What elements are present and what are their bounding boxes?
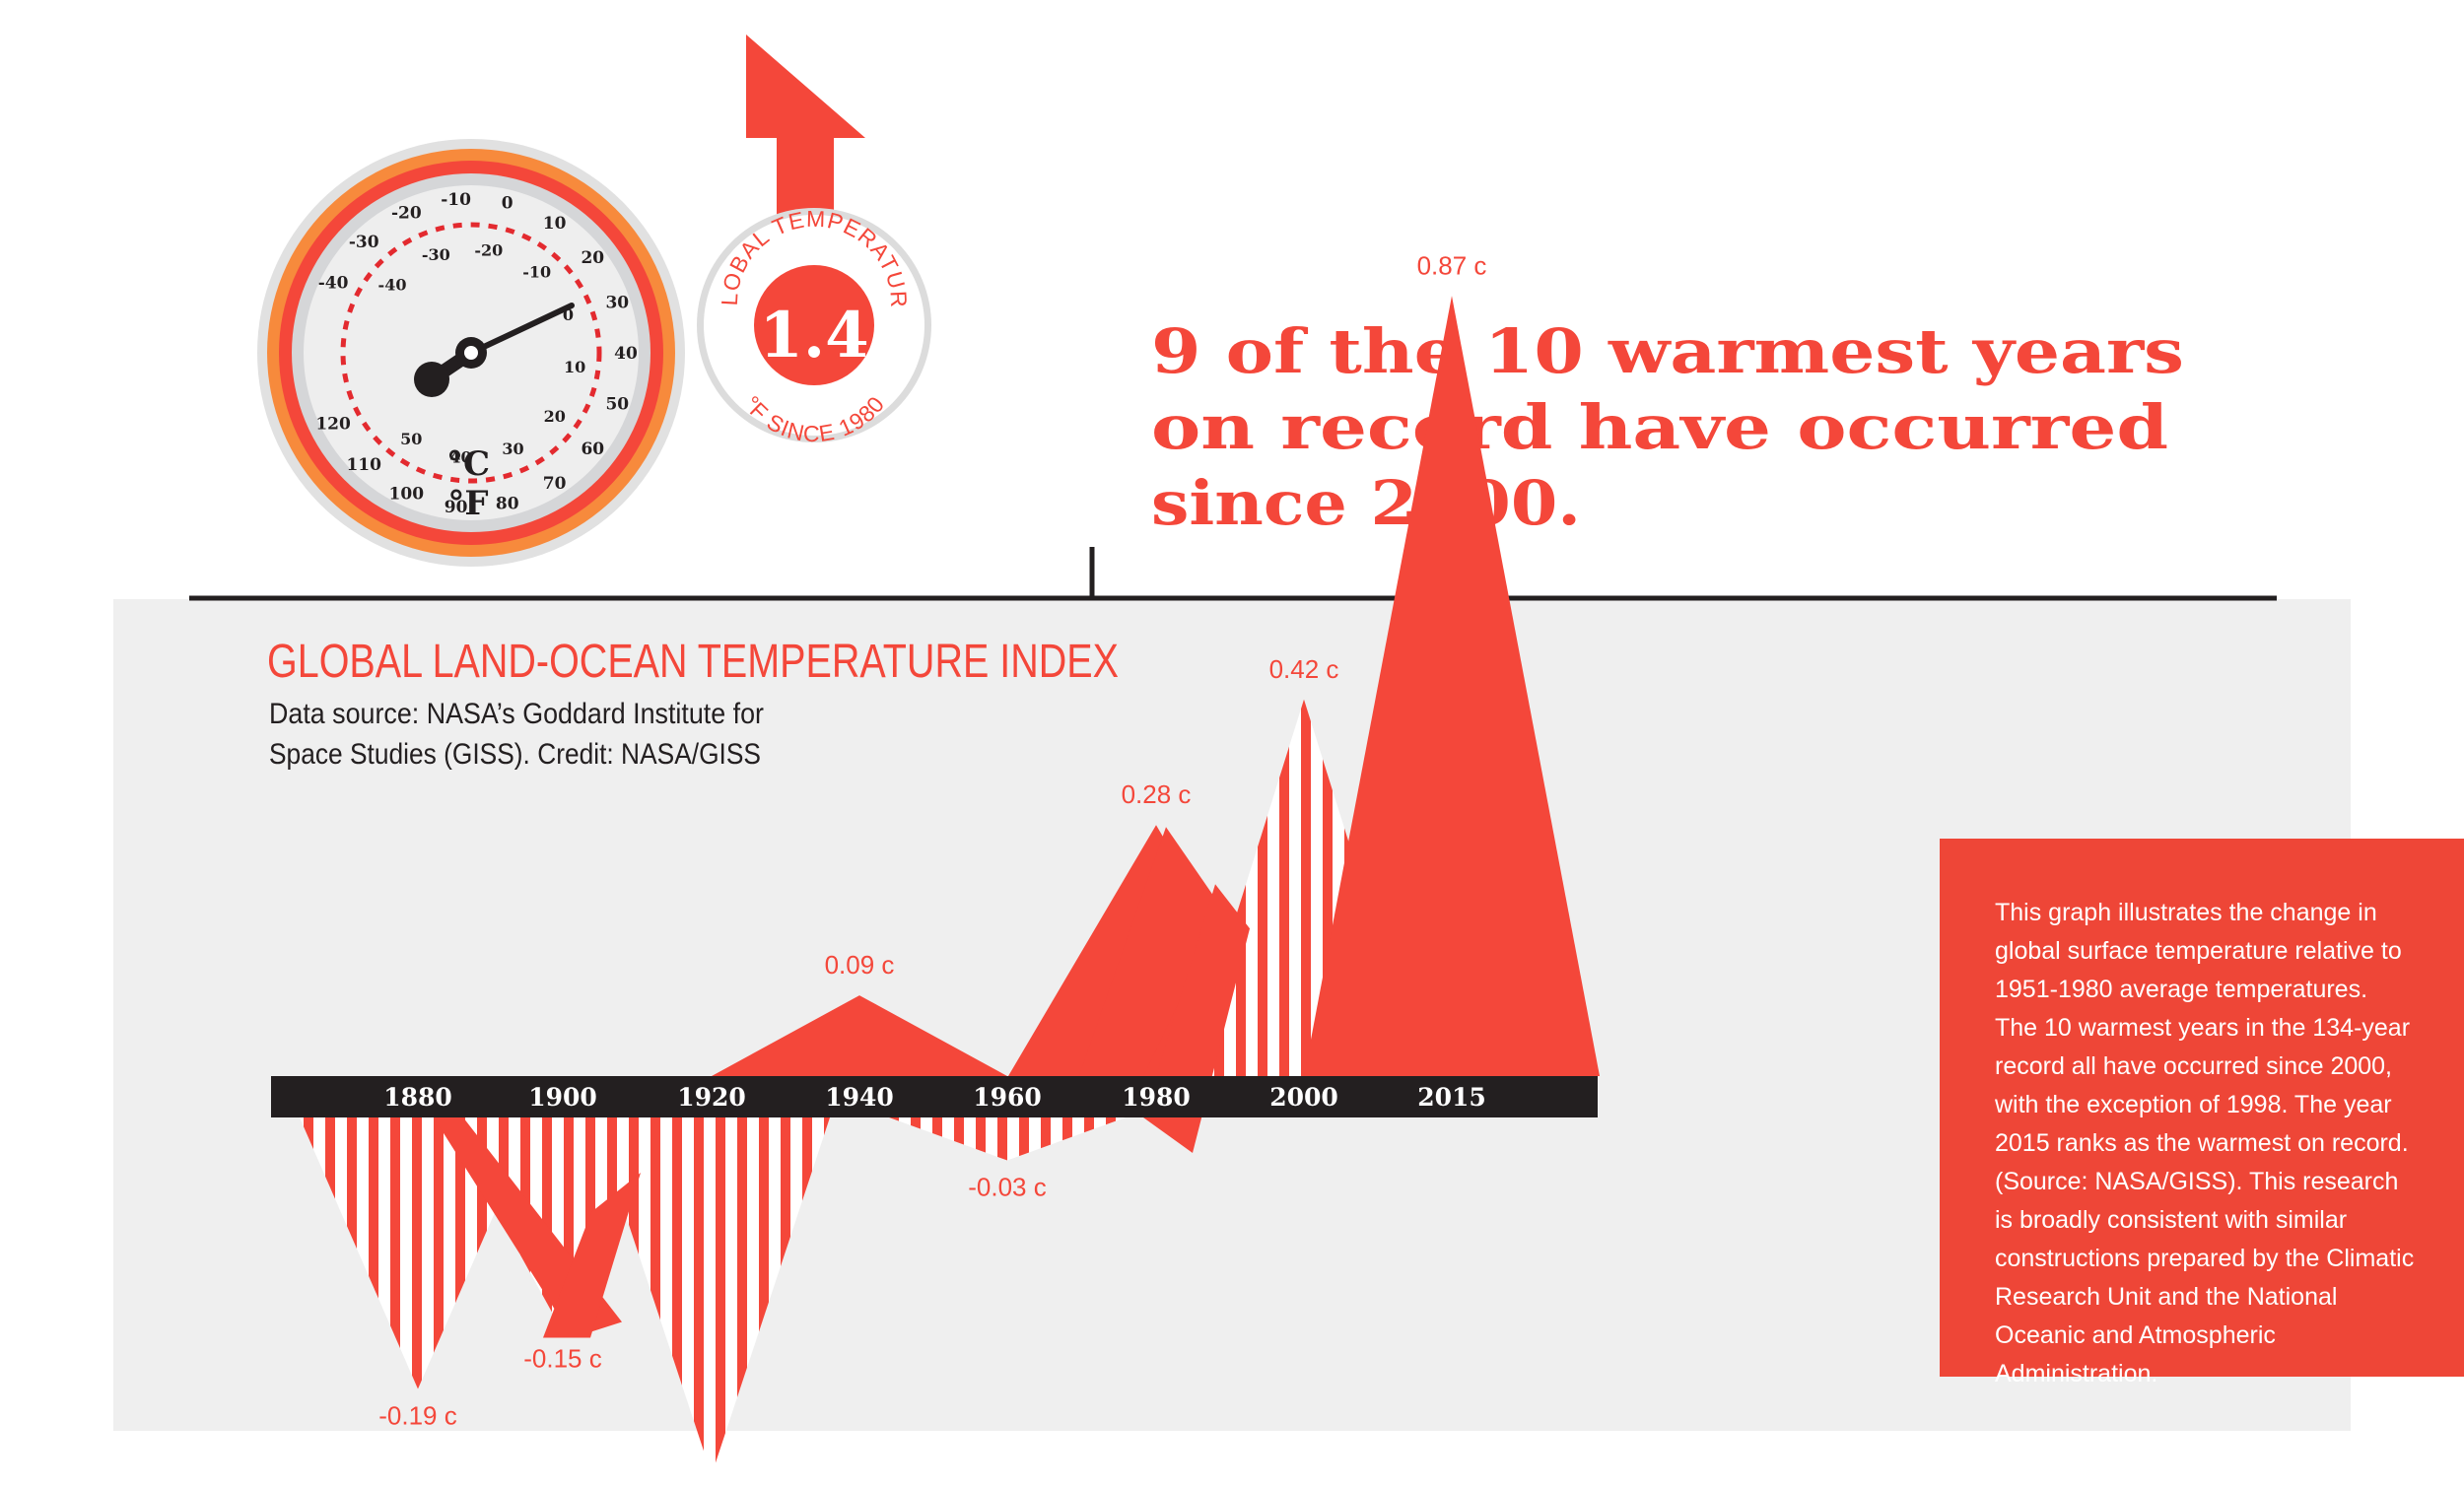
- explanation-box: This graph illustrates the change in glo…: [1940, 839, 2464, 1387]
- celsius-tick: -10: [522, 263, 551, 282]
- chart-value-label: 0.28 c: [1122, 779, 1192, 809]
- thermometer-icon: -40-30-20-10 0102030405060708090100110120…: [257, 139, 685, 567]
- chart-mark: [712, 995, 1007, 1076]
- celsius-unit: °C: [446, 444, 490, 484]
- headline-line-3: since 2000.: [1151, 467, 1581, 539]
- chart-title: GLOBAL LAND-OCEAN TEMPERATURE INDEX: [267, 636, 1119, 688]
- chart-value-labels: -0.19 c -0.15 c -0.25 c 0.09 c -0.03 c 0.28 c…: [378, 250, 1486, 1488]
- chart-value-label: -0.15 c: [523, 1344, 602, 1374]
- fahrenheit-tick: -20: [391, 203, 422, 223]
- chart-x-tick-label: 2000: [1269, 1083, 1338, 1112]
- fahrenheit-tick: 10: [543, 214, 567, 234]
- fahrenheit-tick: 80: [496, 495, 519, 514]
- fahrenheit-tick: 120: [315, 414, 351, 434]
- celsius-tick: 0: [563, 305, 574, 324]
- chart-value-label: -0.19 c: [378, 1401, 457, 1431]
- chart-axis-band: [271, 1076, 1598, 1117]
- celsius-tick: 10: [564, 358, 585, 376]
- chart-x-tick-label: 1880: [383, 1083, 452, 1112]
- celsius-tick: -30: [422, 245, 450, 264]
- celsius-tick: -20: [474, 241, 503, 260]
- fahrenheit-tick: 90: [445, 498, 468, 517]
- fahrenheit-tick: 110: [346, 455, 381, 475]
- chart-x-tick-label: 2015: [1417, 1083, 1486, 1112]
- headline-line-1: 9 of the 10 warmest years: [1151, 315, 2184, 387]
- celsius-tick: 20: [544, 407, 566, 426]
- chart-tick-labels: 1880 1900 1920 1940 1960 1980 2000 2015: [383, 1083, 1486, 1112]
- fahrenheit-unit: °F: [447, 484, 488, 523]
- chart-x-tick-label: 1920: [677, 1083, 746, 1112]
- fahrenheit-tick: -10: [441, 190, 471, 210]
- explanation-text: This graph illustrates the change in glo…: [1995, 899, 2415, 1387]
- arrow-up-icon: [746, 34, 865, 232]
- chart-mark: [543, 1173, 641, 1338]
- chart-source-line-1: Data source: NASA’s Goddard Institute fo…: [269, 698, 764, 730]
- chart-value-label: -0.03 c: [968, 1173, 1047, 1202]
- fahrenheit-tick: 70: [543, 474, 567, 494]
- fahrenheit-tick: 20: [581, 248, 604, 268]
- celsius-tick: 40: [449, 448, 471, 467]
- celsius-tick: -40: [378, 276, 407, 295]
- chart-source-line-2: Space Studies (GISS). Credit: NASA/GISS: [269, 738, 761, 771]
- celsius-tick: 50: [400, 430, 422, 448]
- fahrenheit-tick: 60: [581, 440, 604, 459]
- chart-value-label: -0.25 c: [672, 1487, 751, 1488]
- fahrenheit-tick: -40: [318, 274, 349, 294]
- fahrenheit-tick: -30: [349, 233, 379, 252]
- chart-x-tick-label: 1980: [1122, 1083, 1191, 1112]
- chart-mark: [889, 1117, 1126, 1161]
- chart-value-label: 0.42 c: [1269, 654, 1339, 684]
- chart-x-tick-label: 1900: [528, 1083, 597, 1112]
- badge-value: 1.4: [759, 299, 868, 372]
- celsius-scale: -40 -30 -20 -10 0 10 20 30 40 50: [378, 241, 586, 467]
- fahrenheit-tick: 100: [389, 485, 425, 505]
- fahrenheit-tick: 50: [605, 394, 629, 414]
- temperature-chart: 1880 1900 1920 1940 1960 1980 2000 2015 -0.19 c…: [271, 250, 1600, 1488]
- chart-marks: [300, 296, 1600, 1475]
- chart-x-tick-label: 1960: [973, 1083, 1042, 1112]
- fahrenheit-tick: 30: [605, 294, 629, 313]
- fahrenheit-tick: 40: [614, 344, 638, 364]
- chart-mark: [1064, 827, 1223, 1117]
- fahrenheit-tick: 0: [502, 193, 513, 213]
- celsius-tick: 30: [502, 440, 523, 458]
- chart-value-label: 0.09 c: [825, 950, 895, 980]
- chart-mark: [1304, 296, 1600, 1076]
- chart-value-label: 0.87 c: [1417, 250, 1487, 280]
- chart-x-tick-label: 1940: [825, 1083, 894, 1112]
- headline-line-2: on record have occurred: [1151, 391, 2168, 463]
- chart-mark: [593, 1117, 830, 1475]
